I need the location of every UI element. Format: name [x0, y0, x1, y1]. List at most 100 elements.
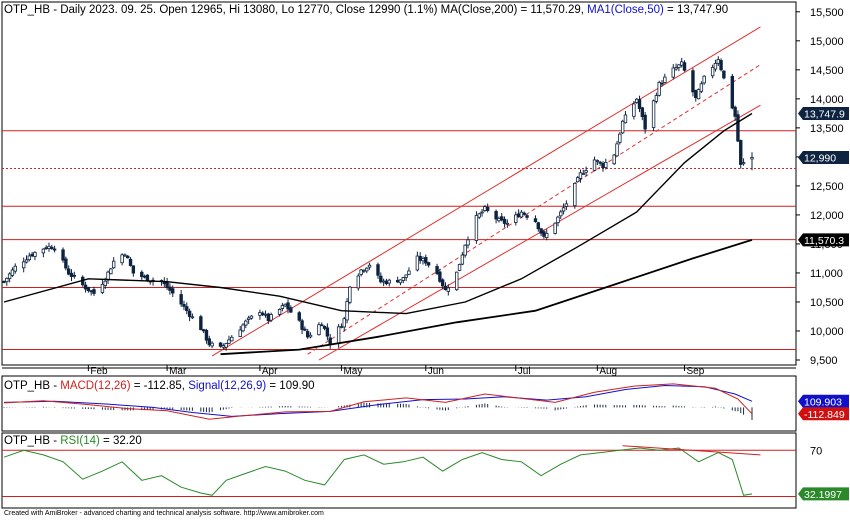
candle-body [440, 279, 445, 287]
candle-body [44, 247, 48, 250]
candle-body [384, 280, 389, 285]
price-value-badge-bg [798, 233, 849, 247]
candle-body [637, 99, 642, 109]
candle-body [424, 257, 428, 264]
candle-body [401, 277, 406, 281]
candle-body [142, 275, 147, 278]
price-y-tick-label: 13,500 [810, 123, 844, 135]
candle-body [736, 114, 740, 142]
candle-body [204, 329, 209, 341]
candle-body [395, 279, 400, 283]
candle-body [199, 316, 203, 331]
candle-body [443, 285, 448, 291]
ma200-line [220, 239, 753, 356]
rsi-value-badge-text: 32.1997 [804, 489, 842, 501]
title-segment: = -112.85, [131, 380, 189, 392]
macd-title: OTP_HB - MACD(12,26) = -112.85, Signal(1… [4, 380, 314, 392]
candle-body [207, 338, 211, 346]
candle-body [553, 222, 557, 234]
candle-body [21, 261, 26, 269]
candle-body [263, 313, 268, 316]
candle-body [696, 89, 701, 100]
candle-body [500, 216, 504, 221]
macd-value-badge-bg [798, 394, 849, 408]
title-segment: Signal(12,26,9) [188, 380, 266, 392]
candle-body [179, 294, 183, 305]
candle-body [266, 313, 271, 321]
candle-body [210, 342, 214, 347]
month-label: Mar [169, 366, 187, 377]
candle-body [654, 95, 659, 102]
month-label: Apr [262, 366, 278, 377]
candle-body [356, 275, 361, 289]
candle-body [365, 267, 369, 272]
candle-body [69, 272, 74, 277]
candle-body [47, 245, 51, 249]
candle-body [601, 163, 605, 168]
candle-body [463, 244, 467, 256]
candle-body [460, 254, 465, 265]
candle-body [165, 281, 169, 289]
candle-body [643, 114, 647, 130]
candle-body [221, 345, 226, 348]
title-segment: MACD(12,26) [60, 380, 130, 392]
candle-body [542, 231, 546, 237]
candle-body [27, 255, 32, 261]
candle-body [33, 251, 37, 257]
candle-body [514, 214, 518, 223]
price-y-tick-label: 10,000 [810, 326, 844, 338]
candle-body [218, 342, 223, 347]
title-segment: OTP_HB - Daily 2023. 09. 25. Open 12965,… [4, 4, 587, 16]
candle-body [739, 140, 743, 165]
macd-line [3, 383, 753, 420]
candle-body [480, 211, 484, 214]
candle-body [494, 210, 498, 220]
candle-body [227, 339, 231, 344]
candle-body [111, 260, 116, 269]
candle-body [348, 286, 352, 303]
title-segment: = 13,747.90 [664, 4, 728, 16]
rsi-value-badge-bg [798, 487, 849, 501]
month-label: Jul [518, 366, 531, 377]
candle-body [379, 275, 383, 283]
candle-body [381, 280, 386, 283]
candle-body [308, 334, 313, 338]
candle-body [398, 279, 403, 284]
candle-body [24, 259, 29, 263]
candle-body [238, 329, 242, 337]
candle-body [362, 269, 366, 272]
candle-body [677, 64, 681, 68]
month-label: Feb [90, 366, 108, 377]
title-segment: = 32.20 [100, 435, 142, 447]
candle-body [663, 76, 667, 83]
candle-body [328, 337, 332, 345]
candle-body [573, 182, 577, 206]
candle-body [367, 264, 372, 268]
candle-body [741, 162, 746, 165]
rsi-trend-line [622, 445, 761, 456]
candle-body [719, 60, 723, 71]
candle-body [457, 263, 462, 271]
candle-body [322, 325, 327, 329]
candle-body [86, 286, 91, 292]
title-segment: = 109.90 [266, 380, 314, 392]
rsi-line [3, 447, 753, 496]
month-label: Aug [599, 366, 617, 377]
candle-body [426, 262, 431, 266]
macd-histogram-group [3, 402, 753, 420]
candle-body [52, 248, 57, 251]
price-title: OTP_HB - Daily 2023. 09. 25. Open 12965,… [4, 4, 728, 16]
candle-body [438, 271, 442, 282]
candle-body [485, 206, 490, 211]
macd-value-badge-bg [798, 407, 849, 421]
price-y-tick-label: 9,500 [810, 355, 838, 367]
candle-body [286, 302, 290, 310]
candle-body [435, 266, 439, 274]
candle-body [171, 288, 175, 294]
candle-body [519, 211, 524, 218]
candle-body [317, 324, 321, 336]
candle-body [325, 327, 330, 337]
trend-channel-line [307, 64, 761, 355]
candle-body [249, 315, 254, 319]
